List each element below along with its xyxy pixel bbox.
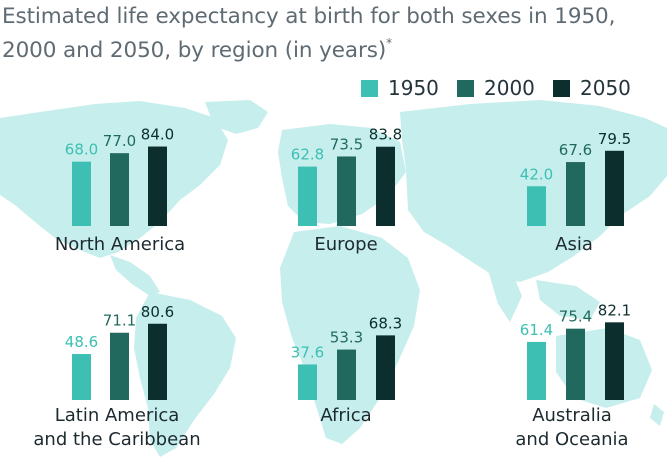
region-group-asia: 42.0 67.6 79.5 Asia xyxy=(520,130,631,255)
bar-africa-2050 xyxy=(376,335,395,400)
value-label-latin-america-and-the-caribbean-1950: 48.6 xyxy=(65,333,98,351)
legend-label-2000: 2000 xyxy=(484,76,535,100)
value-label-asia-2050: 79.5 xyxy=(598,130,631,148)
region-label-north-america: North America xyxy=(55,234,185,255)
bar-australia-and-oceania-1950 xyxy=(527,341,546,400)
region-label-asia: Asia xyxy=(555,234,593,255)
bar-north-america-2050 xyxy=(148,146,167,226)
bar-latin-america-and-the-caribbean-2000 xyxy=(110,332,129,400)
bar-europe-2050 xyxy=(376,146,395,226)
value-label-australia-and-oceania-2050: 82.1 xyxy=(598,301,631,319)
region-label-australia-and-oceania-line-2: and Oceania xyxy=(515,429,628,450)
chart-title: Estimated life expectancy at birth for b… xyxy=(2,4,616,64)
legend-label-1950: 1950 xyxy=(388,76,439,100)
bar-north-america-1950 xyxy=(72,161,91,226)
bar-latin-america-and-the-caribbean-1950 xyxy=(72,354,91,400)
value-label-africa-2000: 53.3 xyxy=(330,329,363,347)
bar-australia-and-oceania-2000 xyxy=(566,328,585,400)
map-southeast-asia xyxy=(536,280,600,320)
bar-europe-1950 xyxy=(298,166,317,226)
legend: 1950 2000 2050 xyxy=(0,76,667,102)
legend-item-2000: 2000 xyxy=(457,76,535,100)
value-label-latin-america-and-the-caribbean-2000: 71.1 xyxy=(103,312,136,330)
value-label-north-america-1950: 68.0 xyxy=(65,141,98,159)
legend-swatch-2050 xyxy=(553,79,570,97)
bar-africa-1950 xyxy=(298,364,317,400)
legend-swatch-1950 xyxy=(361,79,378,97)
region-group-latin-america-and-the-caribbean: 48.6 71.1 80.6 Latin America and the Caribbe… xyxy=(33,303,200,450)
region-group-north-america: 68.0 77.0 84.0 North America xyxy=(55,126,185,255)
map-central-america xyxy=(110,255,160,296)
region-label-latin-america-and-the-caribbean-line-1: Latin America xyxy=(55,405,180,426)
bar-asia-2000 xyxy=(566,162,585,226)
value-label-asia-1950: 42.0 xyxy=(520,165,553,183)
value-label-africa-2050: 68.3 xyxy=(369,314,402,332)
legend-item-1950: 1950 xyxy=(361,76,439,100)
region-label-latin-america-and-the-caribbean-line-2: and the Caribbean xyxy=(33,429,200,450)
map-greenland xyxy=(205,100,268,134)
bar-asia-2050 xyxy=(605,150,624,226)
legend-label-2050: 2050 xyxy=(580,76,631,100)
value-label-north-america-2050: 84.0 xyxy=(141,126,174,144)
bar-australia-and-oceania-2050 xyxy=(605,322,624,400)
value-label-australia-and-oceania-1950: 61.4 xyxy=(520,321,553,339)
map-india xyxy=(488,270,522,322)
value-label-australia-and-oceania-2000: 75.4 xyxy=(559,308,592,326)
value-label-europe-2050: 83.8 xyxy=(369,126,402,144)
region-label-europe: Europe xyxy=(314,234,377,255)
region-label-africa: Africa xyxy=(320,405,371,426)
region-label-australia-and-oceania-line-1: Australia xyxy=(532,405,612,426)
value-label-north-america-2000: 77.0 xyxy=(103,132,136,150)
value-label-africa-1950: 37.6 xyxy=(291,343,324,361)
legend-swatch-2000 xyxy=(457,79,474,97)
bar-asia-1950 xyxy=(527,186,546,226)
bar-latin-america-and-the-caribbean-2050 xyxy=(148,323,167,400)
value-label-europe-1950: 62.8 xyxy=(291,146,324,164)
region-group-europe: 62.8 73.5 83.8 Europe xyxy=(291,126,402,255)
bar-north-america-2000 xyxy=(110,153,129,226)
map-new-zealand xyxy=(650,404,664,426)
region-group-africa: 37.6 53.3 68.3 Africa xyxy=(291,314,402,426)
bar-europe-2000 xyxy=(337,156,356,226)
legend-item-2050: 2050 xyxy=(553,76,631,100)
region-group-australia-and-oceania: 61.4 75.4 82.1 Australia and Oceania xyxy=(515,301,631,450)
value-label-latin-america-and-the-caribbean-2050: 80.6 xyxy=(141,303,174,321)
value-label-europe-2000: 73.5 xyxy=(330,135,363,153)
bar-africa-2000 xyxy=(337,349,356,400)
value-label-asia-2000: 67.6 xyxy=(559,141,592,159)
